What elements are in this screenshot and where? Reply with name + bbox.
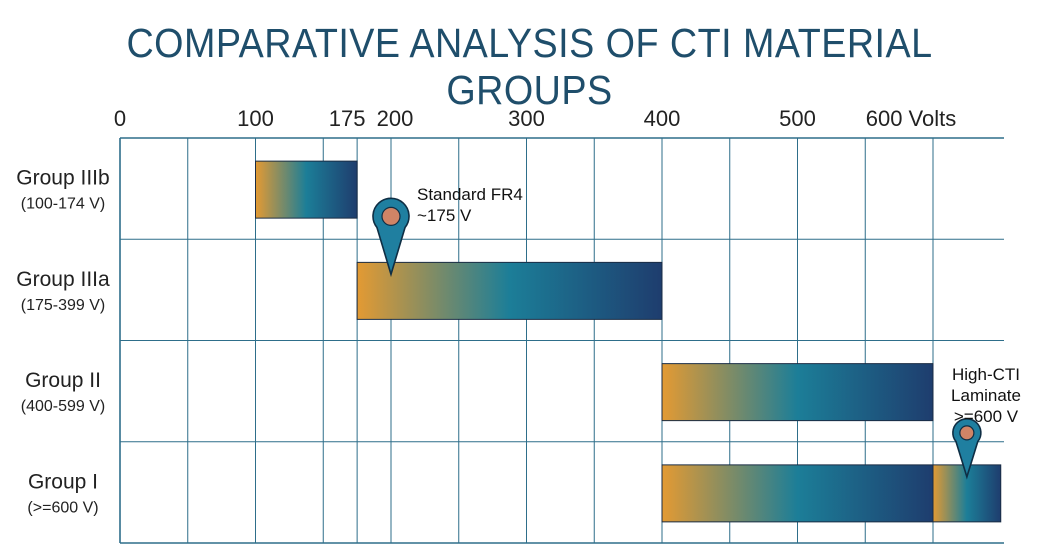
x-tick-label: 500 <box>779 106 816 131</box>
x-tick-label: 100 <box>237 106 274 131</box>
x-tick-label: 600 Volts <box>866 106 957 131</box>
annotation-text: High-CTI <box>952 365 1020 384</box>
category-name: Group IIIb <box>16 167 109 190</box>
category-labels: Group IIIb (100-174 V) Group IIIa (175-399 … <box>16 167 110 517</box>
x-tick-label: 300 <box>508 106 545 131</box>
bar <box>661 464 934 523</box>
annotation-text: Standard FR4 <box>417 185 523 204</box>
category-name: Group IIIa <box>16 268 110 291</box>
chart-title: COMPARATIVE ANALYSIS OF CTI MATERIAL GRO… <box>126 20 933 113</box>
annotation-text: ~175 V <box>417 206 472 225</box>
bar <box>255 160 358 219</box>
category-name: Group I <box>28 470 98 493</box>
annotation-text: Laminate <box>951 386 1021 405</box>
category-range: (100-174 V) <box>21 196 106 213</box>
x-axis-ticks: 0 100 175 200 300 400 500 600 Volts <box>114 106 956 131</box>
category-name: Group II <box>25 369 101 392</box>
map-pin-icon <box>372 197 410 278</box>
map-pin-icon <box>952 418 982 480</box>
x-tick-label: 200 <box>377 106 414 131</box>
x-tick-label: 400 <box>644 106 681 131</box>
annotations: Standard FR4 ~175 V High-CTI Laminate >=600 … <box>372 185 1021 480</box>
bars <box>255 160 1002 523</box>
bar <box>661 363 934 422</box>
category-range: (400-599 V) <box>21 398 106 415</box>
category-range: (>=600 V) <box>27 499 98 516</box>
annotation-text: >=600 V <box>954 407 1019 426</box>
x-tick-label: 175 <box>329 106 366 131</box>
x-tick-label: 0 <box>114 106 126 131</box>
bar <box>356 261 663 320</box>
category-range: (175-399 V) <box>21 297 106 314</box>
